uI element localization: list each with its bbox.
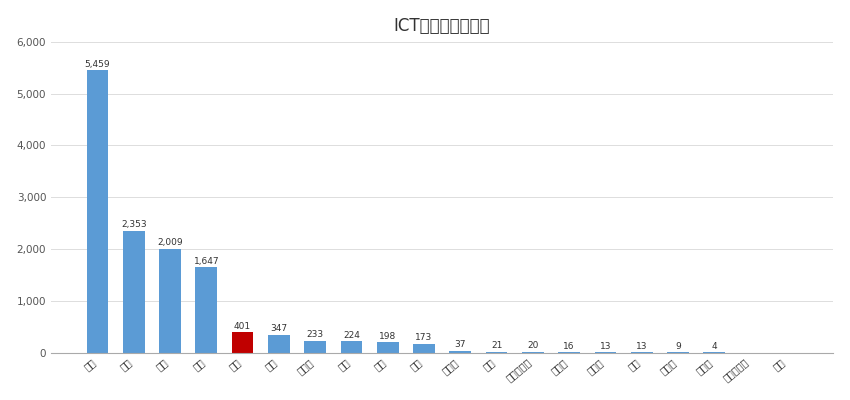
Text: 16: 16 [564, 342, 575, 350]
Text: 2,009: 2,009 [157, 238, 183, 247]
Bar [268, 335, 290, 353]
Text: 1,647: 1,647 [194, 257, 219, 266]
Text: 9: 9 [675, 342, 681, 351]
Bar [450, 351, 471, 353]
Bar [123, 231, 144, 353]
Bar [159, 248, 181, 353]
Bar [232, 332, 253, 353]
Bar [87, 70, 108, 353]
Bar [558, 352, 580, 353]
Bar [631, 352, 653, 353]
Bar [341, 341, 362, 353]
Text: 2,353: 2,353 [121, 220, 146, 230]
Bar [522, 352, 544, 353]
Bar [413, 344, 435, 353]
Text: 233: 233 [307, 330, 324, 339]
Bar [485, 352, 507, 353]
Bar [667, 352, 688, 353]
Text: 198: 198 [379, 332, 396, 341]
Text: 347: 347 [270, 324, 287, 333]
Text: 4: 4 [711, 342, 717, 351]
Bar [595, 352, 616, 353]
Text: 5,459: 5,459 [85, 60, 110, 68]
Bar [304, 340, 326, 353]
Bar [196, 267, 218, 353]
Bar [377, 342, 399, 353]
Text: 21: 21 [491, 341, 502, 350]
Text: 401: 401 [234, 322, 252, 330]
Text: 173: 173 [416, 333, 433, 342]
Text: 37: 37 [455, 340, 466, 350]
Text: 13: 13 [600, 342, 611, 351]
Text: 13: 13 [636, 342, 648, 351]
Title: ICT专利申请（件）: ICT专利申请（件） [394, 17, 490, 35]
Text: 224: 224 [343, 331, 360, 340]
Text: 20: 20 [527, 341, 539, 350]
